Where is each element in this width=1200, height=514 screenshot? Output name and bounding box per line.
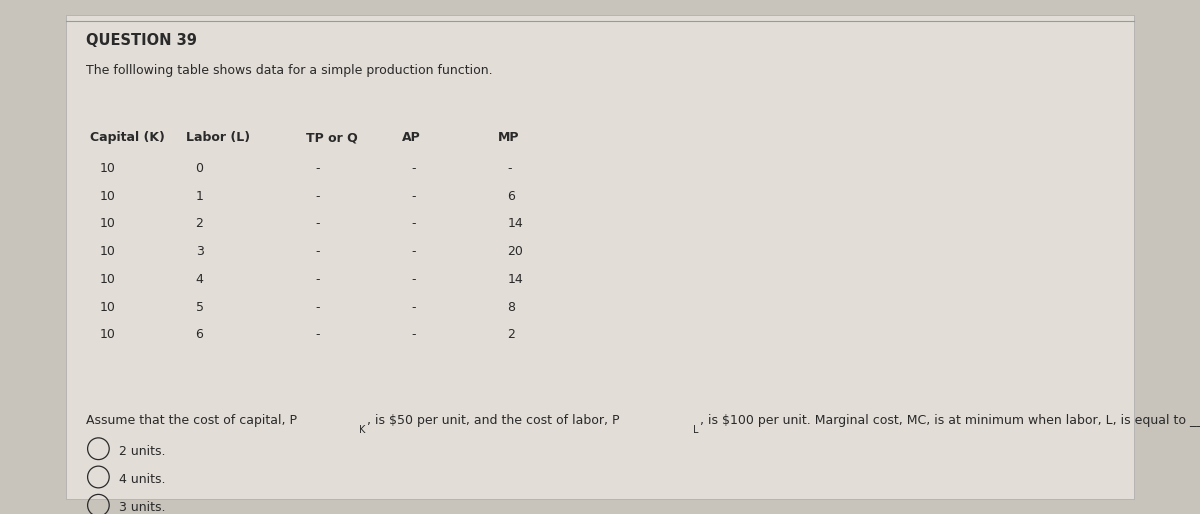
Text: 10: 10 (100, 273, 115, 286)
Text: -: - (412, 328, 416, 341)
Text: The folllowing table shows data for a simple production function.: The folllowing table shows data for a si… (86, 64, 493, 77)
Text: 1: 1 (196, 190, 204, 203)
Text: AP: AP (402, 131, 421, 144)
Text: -: - (412, 162, 416, 175)
Text: 8: 8 (508, 301, 516, 314)
Text: 3 units.: 3 units. (119, 501, 166, 514)
Text: -: - (316, 190, 320, 203)
Text: 10: 10 (100, 328, 115, 341)
Text: -: - (412, 273, 416, 286)
Text: -: - (412, 217, 416, 230)
Text: -: - (508, 162, 512, 175)
Text: TP or Q: TP or Q (306, 131, 358, 144)
Text: 2: 2 (196, 217, 204, 230)
Text: -: - (316, 328, 320, 341)
Text: 0: 0 (196, 162, 204, 175)
Text: 4: 4 (196, 273, 204, 286)
Text: MP: MP (498, 131, 520, 144)
Text: Capital (K): Capital (K) (90, 131, 164, 144)
Text: 10: 10 (100, 245, 115, 258)
Text: K: K (359, 425, 365, 435)
Text: 10: 10 (100, 301, 115, 314)
Text: 14: 14 (508, 273, 523, 286)
Text: -: - (412, 190, 416, 203)
Text: -: - (316, 273, 320, 286)
Text: L: L (692, 425, 698, 435)
Text: 6: 6 (508, 190, 516, 203)
Text: -: - (316, 162, 320, 175)
Text: 4 units.: 4 units. (119, 473, 166, 486)
FancyBboxPatch shape (66, 15, 1134, 499)
Text: 10: 10 (100, 190, 115, 203)
Text: , is $50 per unit, and the cost of labor, P: , is $50 per unit, and the cost of labor… (367, 414, 619, 427)
Text: 6: 6 (196, 328, 204, 341)
Text: 20: 20 (508, 245, 523, 258)
Text: QUESTION 39: QUESTION 39 (86, 33, 197, 48)
Text: 10: 10 (100, 162, 115, 175)
Text: -: - (316, 217, 320, 230)
Text: 2 units.: 2 units. (119, 445, 166, 457)
Text: -: - (412, 245, 416, 258)
Text: -: - (316, 301, 320, 314)
Text: Assume that the cost of capital, P: Assume that the cost of capital, P (86, 414, 298, 427)
Text: 5: 5 (196, 301, 204, 314)
Text: -: - (316, 245, 320, 258)
Text: 3: 3 (196, 245, 204, 258)
Text: 10: 10 (100, 217, 115, 230)
Text: Labor (L): Labor (L) (186, 131, 250, 144)
Text: 14: 14 (508, 217, 523, 230)
Text: 2: 2 (508, 328, 516, 341)
Text: -: - (412, 301, 416, 314)
Text: , is $100 per unit. Marginal cost, MC, is at minimum when labor, L, is equal to : , is $100 per unit. Marginal cost, MC, i… (700, 414, 1200, 427)
